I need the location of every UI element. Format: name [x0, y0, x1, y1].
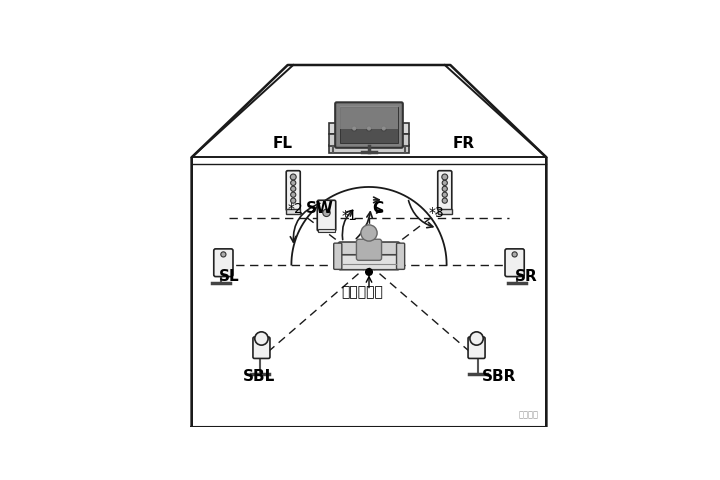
- Circle shape: [291, 186, 296, 192]
- FancyBboxPatch shape: [214, 249, 233, 276]
- FancyBboxPatch shape: [333, 243, 342, 269]
- Circle shape: [323, 209, 330, 216]
- Text: *3: *3: [428, 205, 444, 219]
- Text: SBR: SBR: [482, 369, 516, 384]
- FancyBboxPatch shape: [340, 106, 398, 129]
- Circle shape: [381, 126, 387, 131]
- Bar: [340, 107, 398, 144]
- Circle shape: [361, 225, 377, 241]
- Text: SL: SL: [220, 269, 240, 284]
- Circle shape: [291, 180, 296, 185]
- Bar: [287, 209, 300, 214]
- Circle shape: [366, 269, 372, 276]
- Circle shape: [255, 332, 268, 345]
- FancyBboxPatch shape: [338, 242, 400, 260]
- Circle shape: [291, 198, 296, 203]
- FancyBboxPatch shape: [318, 200, 336, 231]
- Circle shape: [290, 174, 296, 180]
- Text: FL: FL: [273, 136, 293, 151]
- Circle shape: [512, 252, 517, 257]
- Bar: [438, 209, 451, 214]
- FancyBboxPatch shape: [505, 249, 524, 276]
- Circle shape: [442, 186, 447, 192]
- FancyBboxPatch shape: [356, 239, 382, 260]
- Bar: [329, 134, 409, 146]
- Text: 新浪众测: 新浪众测: [519, 411, 539, 420]
- Circle shape: [351, 126, 357, 131]
- Bar: [329, 123, 409, 134]
- FancyBboxPatch shape: [438, 171, 451, 211]
- FancyBboxPatch shape: [253, 337, 270, 359]
- FancyBboxPatch shape: [287, 171, 300, 211]
- Text: FR: FR: [453, 136, 475, 151]
- Text: SR: SR: [515, 269, 538, 284]
- FancyBboxPatch shape: [339, 255, 399, 270]
- Text: SBL: SBL: [243, 369, 276, 384]
- Circle shape: [442, 198, 447, 203]
- Circle shape: [442, 180, 447, 185]
- Text: SW: SW: [306, 201, 334, 216]
- FancyBboxPatch shape: [397, 243, 405, 269]
- Text: 主视听位置: 主视听位置: [341, 285, 383, 299]
- FancyBboxPatch shape: [336, 102, 402, 148]
- Circle shape: [442, 174, 448, 180]
- Bar: [318, 229, 336, 232]
- Text: *1: *1: [341, 209, 357, 223]
- Circle shape: [366, 126, 372, 131]
- Circle shape: [221, 252, 226, 257]
- FancyBboxPatch shape: [468, 337, 485, 359]
- Circle shape: [442, 192, 447, 197]
- Text: C: C: [372, 201, 383, 216]
- Circle shape: [470, 332, 483, 345]
- Circle shape: [291, 192, 296, 197]
- Bar: [329, 145, 409, 153]
- Text: *2: *2: [288, 202, 303, 216]
